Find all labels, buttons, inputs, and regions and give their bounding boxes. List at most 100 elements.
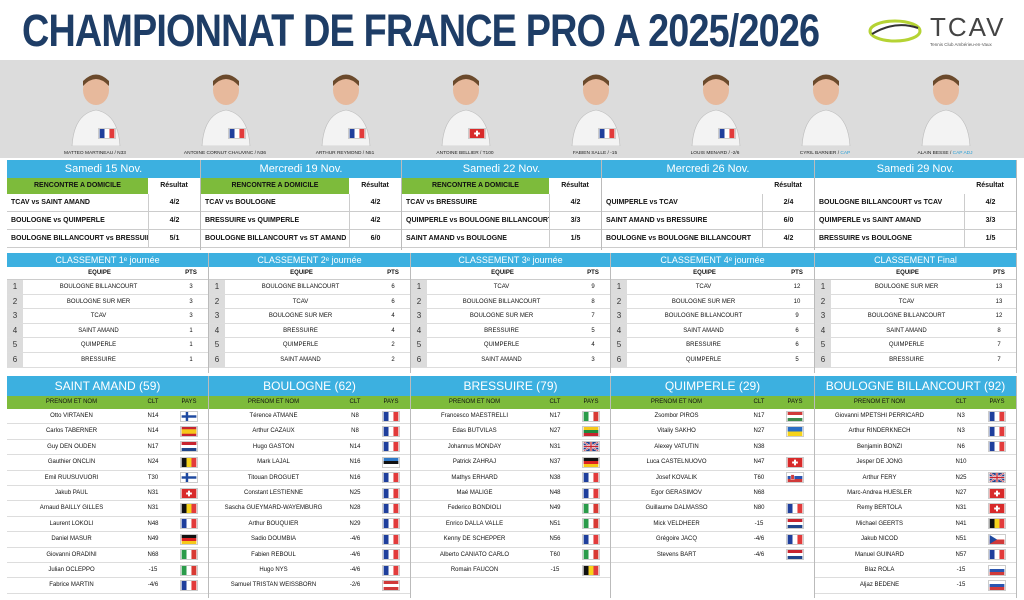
standings-row: 5 QUIMPERLE 2 [209,338,410,353]
team-name: BRESSUIRE [484,327,519,334]
player-name: MATTEO MARTINEAU / N33 [64,151,126,156]
player-country [170,455,208,469]
roster-row: Giovanni ORADINI N68 [7,548,208,563]
week-date: Mercredi 19 Nov. [201,160,401,178]
flag-fr-icon [382,487,400,499]
flag-si-icon [988,564,1006,576]
standings-row: 6 BRESSUIRE 7 [815,352,1016,368]
rank: 2 [411,294,427,309]
team-name: SAINT AMAND [481,356,522,363]
match-teams: TCAV vs BOULOGNE [205,199,276,206]
match-row: QUIMPERLE vs SAINT AMAND 3/3 [815,212,1016,230]
standings-row: 5 BRESSUIRE 6 [611,338,814,353]
team-name: BRESSUIRE [686,342,721,349]
team-name: BOULOGNE SUR MER [874,284,939,290]
player-country [776,455,814,469]
player-full-name: Edas BUTVILAS [452,428,497,435]
team-name: BOULOGNE BILLANCOURT [867,313,946,320]
flag-fr-icon [382,426,400,438]
player-full-name: Jakub NICOD [860,536,898,543]
player-country [372,424,410,438]
flag-it-icon [582,518,600,530]
player-country [372,471,410,485]
roster-row: Sascha GUEYMARD-WAYEMBURG N28 [209,501,410,517]
standings-row: 4 BRESSUIRE 4 [209,323,410,339]
match-score: 1/5 [964,230,1016,247]
result-label: Résultat [762,178,814,194]
team-name: BRESSUIRE [81,356,116,363]
player-full-name: Mathys ERHARD [451,474,498,481]
flag-fr-icon [382,410,400,422]
flag-cz-icon [988,533,1006,545]
flag-ee-icon [382,456,400,468]
team-name: SAINT AMAND [78,327,119,334]
roster-row: Remy BERTOLA N31 [815,501,1016,517]
rank: 6 [209,352,225,367]
week-subheader: RENCONTRE A DOMICILE Résultat [7,178,200,194]
team-points: 5 [795,356,799,363]
flag-fr-icon [382,549,400,561]
player-country [372,455,410,469]
team-name: BOULOGNE BILLANCOURT [462,298,541,305]
standings-table: CLASSEMENT 1ᵉ journée EQUIPE PTS 1 BOULO… [7,253,209,373]
player-ranking: N3 [957,428,965,435]
flag-fr-icon [582,533,600,545]
roster-table: BOULOGNE (62) PRENOM ET NOM CLT PAYS Tér… [209,376,411,598]
standings-row: 2 TCAV 6 [209,294,410,310]
roster-table: BRESSUIRE (79) PRENOM ET NOM CLT PAYS Fr… [411,376,611,598]
player-full-name: Hugo GASTON [252,443,295,450]
match-schedule: Samedi 15 Nov. RENCONTRE A DOMICILE Résu… [7,160,1017,250]
player-full-name: Alexey VATUTIN [654,443,699,450]
player-full-name: Guillaume DALMASSO [645,505,708,512]
player-country [572,563,610,577]
standings-row: 3 BOULOGNE SUR MER 4 [209,309,410,324]
team-name: BOULOGNE BILLANCOURT [59,284,138,290]
flag-de-icon [582,456,600,468]
roster-row: Arthur RINDERKNECH N3 [815,424,1016,440]
rank: 5 [611,338,627,352]
player-ranking: N31 [549,443,561,450]
player-ranking: N57 [955,551,967,558]
team-name: BOULOGNE SUR MER [66,298,131,305]
team-points: 5 [591,327,595,334]
player-country [170,578,208,592]
home-match-label: RENCONTRE A DOMICILE [201,178,349,194]
standings-title: CLASSEMENT 4ᵉ journée [611,253,814,267]
roster-row: Hugo NYS -4/6 [209,563,410,579]
week-subheader: Résultat [815,178,1016,194]
team-title: BOULOGNE BILLANCOURT (92) [815,376,1016,396]
team-title: SAINT AMAND (59) [7,376,208,396]
roster-row: Guillaume DALMASSO N80 [611,501,814,517]
roster-row: Hugo GASTON N14 [209,440,410,456]
flag-fr-icon [382,564,400,576]
team-points: 2 [391,342,395,349]
standings-row: 5 QUIMPERLE 7 [815,338,1016,353]
player-full-name: Sadio DOUMBIA [250,536,296,543]
team-points: 4 [391,327,395,334]
player-ranking: N68 [147,551,159,558]
roster-header: PRENOM ET NOM CLT PAYS [209,396,410,409]
team-title: QUIMPERLE (29) [611,376,814,396]
player-ranking: N48 [147,520,159,527]
player-full-name: Giovanni ORADINI [46,551,97,558]
match-row: QUIMPERLE vs TCAV 2/4 [602,194,814,212]
match-score: 5/1 [148,230,200,247]
flag-fr-icon [582,487,600,499]
player-country [170,532,208,546]
standings-row: 1 BOULOGNE BILLANCOURT 6 [209,280,410,295]
player-ranking: N6 [957,443,965,450]
rank: 1 [209,280,225,294]
flag-ua-icon [786,426,804,438]
standings-header: EQUIPE PTS [411,267,610,280]
player-ranking: -15 [148,566,158,573]
player-full-name: Constant LESTIENNE [243,489,304,496]
week-block: Samedi 29 Nov. Résultat BOULOGNE BILLANC… [815,160,1017,250]
flag-de-icon [180,533,198,545]
player-country [372,548,410,562]
player-country [170,471,208,485]
player-ranking: N25 [349,489,361,496]
team-name: SAINT AMAND [280,356,321,363]
player-country [978,424,1016,438]
flag-fr-icon [582,472,600,484]
team-name: QUIMPERLE [282,342,319,349]
